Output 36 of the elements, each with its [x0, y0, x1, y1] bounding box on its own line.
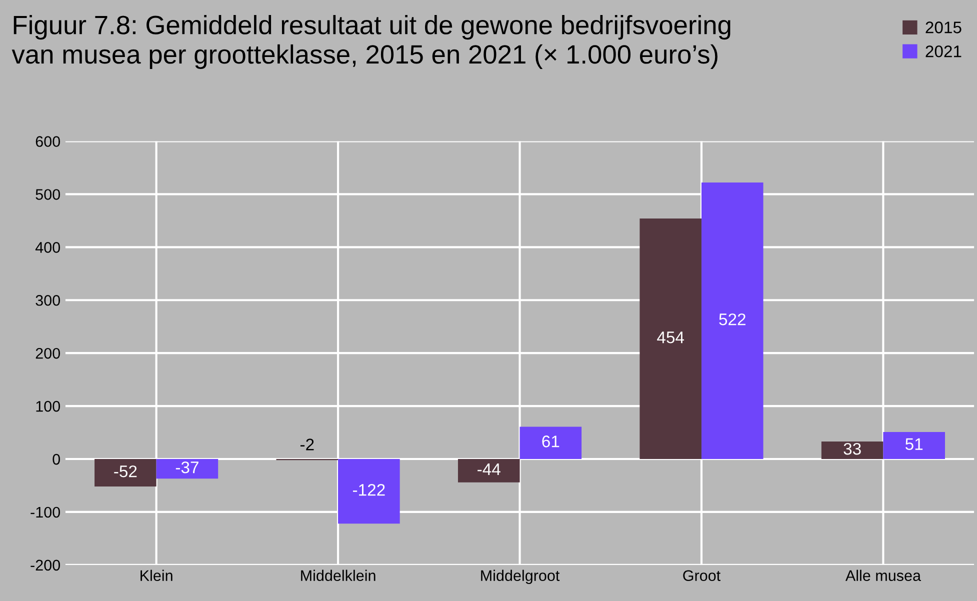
- data-label: 33: [844, 442, 861, 455]
- data-label: -52: [114, 465, 137, 478]
- y-tick-label: 600: [36, 136, 60, 147]
- data-label: 454: [657, 332, 684, 344]
- data-label: -122: [352, 484, 385, 496]
- chart-title: Figuur 7.8: Gemiddeld resultaat uit de gewone bedrijfsvoering van musea per grootteklasse, 2015 en 2021 (× 1.000 euro’s): [12, 15, 730, 70]
- y-tick-label: 300: [36, 294, 60, 306]
- y-tick-label: 100: [36, 400, 60, 412]
- bar: [458, 459, 520, 482]
- y-tick-label: 500: [36, 189, 60, 200]
- x-tick-label: Middelklein: [301, 570, 376, 582]
- data-label: -44: [478, 464, 500, 475]
- bar: [640, 218, 702, 460]
- bar: [94, 459, 156, 487]
- data-label: -2: [300, 438, 314, 450]
- x-tick-label: Klein: [140, 570, 172, 582]
- data-label: -37: [176, 461, 198, 474]
- y-tick-label: -100: [30, 506, 60, 518]
- legend-label: 2021: [926, 45, 962, 58]
- bar: [821, 442, 884, 460]
- x-tick-label: Groot: [683, 570, 720, 582]
- data-label: 522: [719, 313, 746, 326]
- y-tick-label: 200: [36, 348, 60, 359]
- data-label: 61: [542, 436, 560, 448]
- bar: [883, 432, 945, 460]
- bar: [338, 459, 400, 524]
- y-tick-label: 0: [52, 454, 60, 465]
- bar: [520, 426, 582, 460]
- bar: [701, 182, 764, 460]
- data-label: 51: [906, 438, 923, 450]
- y-tick-label: 400: [35, 242, 60, 253]
- x-tick-label: Middelgroot: [481, 570, 560, 584]
- legend-label: 2015: [926, 22, 962, 34]
- y-tick-label: -200: [30, 560, 60, 571]
- x-tick-label: Alle musea: [845, 570, 921, 582]
- bar: [156, 459, 218, 479]
